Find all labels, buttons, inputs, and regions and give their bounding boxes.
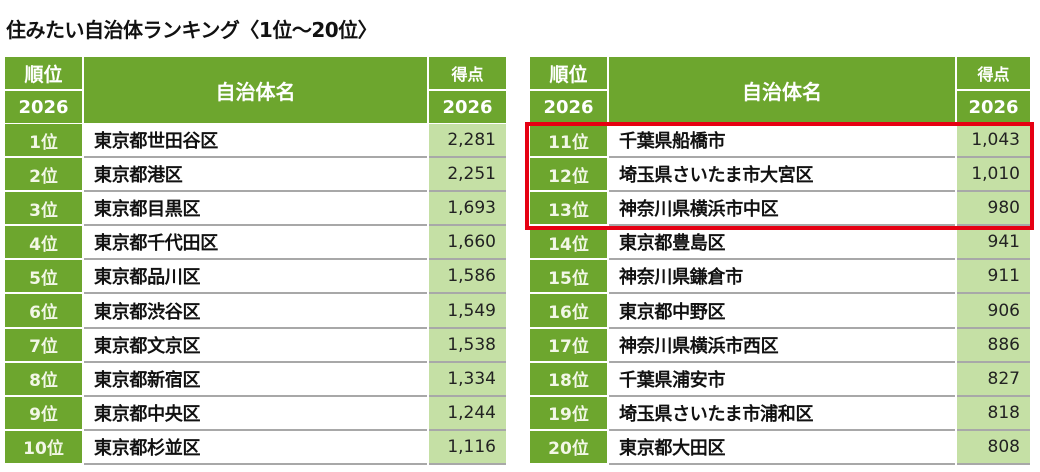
score-cell: 2,281 [429, 124, 506, 159]
table-row: 4位 東京都千代田区 1,660 [5, 226, 506, 261]
score-cell: 1,538 [429, 328, 506, 363]
table-row: 14位 東京都豊島区 941 [530, 226, 1030, 261]
table-row: 19位 埼玉県さいたま市浦和区 818 [530, 396, 1030, 431]
municipality-cell: 神奈川県横浜市西区 [609, 328, 955, 363]
rank-cell: 10位 [5, 430, 82, 463]
score-cell: 2,251 [429, 158, 506, 193]
score-year-header: 2026 [957, 91, 1030, 123]
table-row: 17位 神奈川県横浜市西区 886 [530, 328, 1030, 363]
rank-cell: 11位 [530, 124, 607, 157]
table-header: 順位 2026 自治体名 得点 2026 [5, 57, 506, 123]
municipality-cell: 埼玉県さいたま市大宮区 [609, 158, 955, 193]
score-cell: 1,549 [429, 294, 506, 329]
municipality-cell: 東京都渋谷区 [84, 294, 427, 329]
score-cell: 906 [957, 294, 1030, 329]
municipality-cell: 東京都杉並区 [84, 430, 427, 465]
municipality-cell: 東京都千代田区 [84, 226, 427, 261]
table-row: 5位 東京都品川区 1,586 [5, 260, 506, 295]
score-cell: 1,334 [429, 362, 506, 397]
table-row: 3位 東京都目黒区 1,693 [5, 192, 506, 227]
municipality-cell: 神奈川県鎌倉市 [609, 260, 955, 295]
score-cell: 1,043 [957, 124, 1030, 159]
ranking-table-left: 順位 2026 自治体名 得点 2026 1位 東京都世田谷区 2,281 2位 東京… [5, 57, 506, 465]
rank-cell: 19位 [530, 396, 607, 429]
rank-year-header: 2026 [5, 91, 82, 123]
table-row: 10位 東京都杉並区 1,116 [5, 430, 506, 465]
table-row: 11位 千葉県船橋市 1,043 [530, 124, 1030, 159]
table-row: 20位 東京都大田区 808 [530, 430, 1030, 465]
score-cell: 808 [957, 430, 1030, 465]
table-row: 1位 東京都世田谷区 2,281 [5, 124, 506, 159]
municipality-cell: 東京都世田谷区 [84, 124, 427, 159]
score-year-header: 2026 [429, 91, 506, 123]
table-header: 順位 2026 自治体名 得点 2026 [530, 57, 1030, 123]
score-header: 得点 [429, 57, 506, 89]
score-cell: 941 [957, 226, 1030, 261]
table-row: 8位 東京都新宿区 1,334 [5, 362, 506, 397]
rank-cell: 18位 [530, 362, 607, 395]
score-cell: 1,693 [429, 192, 506, 227]
municipality-cell: 東京都中野区 [609, 294, 955, 329]
name-header: 自治体名 [609, 57, 955, 123]
score-cell: 980 [957, 192, 1030, 227]
municipality-cell: 千葉県船橋市 [609, 124, 955, 159]
score-cell: 1,586 [429, 260, 506, 295]
table-row: 13位 神奈川県横浜市中区 980 [530, 192, 1030, 227]
rank-cell: 6位 [5, 294, 82, 327]
rank-cell: 15位 [530, 260, 607, 293]
rank-year-header: 2026 [530, 91, 607, 123]
municipality-cell: 東京都港区 [84, 158, 427, 193]
rank-cell: 9位 [5, 396, 82, 429]
table-row: 12位 埼玉県さいたま市大宮区 1,010 [530, 158, 1030, 193]
score-cell: 1,660 [429, 226, 506, 261]
score-cell: 827 [957, 362, 1030, 397]
score-header: 得点 [957, 57, 1030, 89]
municipality-cell: 東京都新宿区 [84, 362, 427, 397]
rank-cell: 1位 [5, 124, 82, 157]
table-row: 9位 東京都中央区 1,244 [5, 396, 506, 431]
rank-cell: 4位 [5, 226, 82, 259]
ranking-table-right: 順位 2026 自治体名 得点 2026 11位 千葉県船橋市 1,043 12位埼… [530, 57, 1030, 465]
name-header: 自治体名 [84, 57, 427, 123]
municipality-cell: 埼玉県さいたま市浦和区 [609, 396, 955, 431]
score-cell: 818 [957, 396, 1030, 431]
rank-cell: 13位 [530, 192, 607, 225]
table-row: 7位 東京都文京区 1,538 [5, 328, 506, 363]
rank-header: 順位 [5, 57, 82, 89]
rank-cell: 16位 [530, 294, 607, 327]
score-cell: 886 [957, 328, 1030, 363]
rank-cell: 3位 [5, 192, 82, 225]
score-cell: 1,010 [957, 158, 1030, 193]
table-row: 18位 千葉県浦安市 827 [530, 362, 1030, 397]
rank-cell: 20位 [530, 430, 607, 463]
municipality-cell: 東京都豊島区 [609, 226, 955, 261]
rank-cell: 17位 [530, 328, 607, 361]
table-row: 15位 神奈川県鎌倉市 911 [530, 260, 1030, 295]
municipality-cell: 千葉県浦安市 [609, 362, 955, 397]
municipality-cell: 神奈川県横浜市中区 [609, 192, 955, 227]
municipality-cell: 東京都中央区 [84, 396, 427, 431]
score-cell: 1,244 [429, 396, 506, 431]
rank-cell: 8位 [5, 362, 82, 395]
rank-header: 順位 [530, 57, 607, 89]
rank-cell: 2位 [5, 158, 82, 191]
table-row: 16位 東京都中野区 906 [530, 294, 1030, 329]
score-cell: 911 [957, 260, 1030, 295]
rank-cell: 5位 [5, 260, 82, 293]
score-cell: 1,116 [429, 430, 506, 465]
municipality-cell: 東京都大田区 [609, 430, 955, 465]
table-row: 6位 東京都渋谷区 1,549 [5, 294, 506, 329]
table-row: 2位 東京都港区 2,251 [5, 158, 506, 193]
municipality-cell: 東京都品川区 [84, 260, 427, 295]
municipality-cell: 東京都文京区 [84, 328, 427, 363]
page-title: 住みたい自治体ランキング〈1位～20位〉 [6, 18, 378, 42]
municipality-cell: 東京都目黒区 [84, 192, 427, 227]
rank-cell: 12位 [530, 158, 607, 191]
rank-cell: 7位 [5, 328, 82, 361]
rank-cell: 14位 [530, 226, 607, 259]
